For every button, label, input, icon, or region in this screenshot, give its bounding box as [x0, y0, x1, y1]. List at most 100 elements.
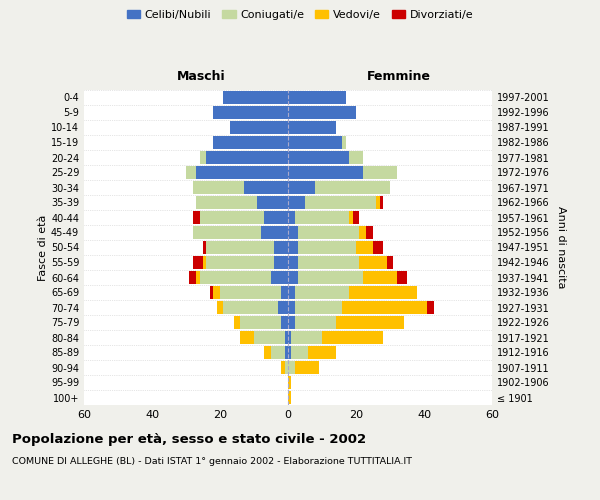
Bar [335, 316, 404, 329]
Bar [274, 241, 288, 254]
Bar [288, 196, 305, 209]
Bar [298, 226, 359, 239]
Bar [241, 331, 254, 344]
Bar [343, 136, 346, 149]
Bar [284, 331, 288, 344]
Text: Femmine: Femmine [367, 70, 431, 82]
Bar [220, 286, 281, 299]
Bar [196, 166, 288, 179]
Bar [217, 301, 223, 314]
Bar [203, 256, 206, 269]
Bar [284, 361, 288, 374]
Bar [288, 136, 343, 149]
Text: Maschi: Maschi [176, 70, 226, 82]
Bar [288, 121, 335, 134]
Bar [193, 256, 203, 269]
Bar [288, 271, 298, 284]
Bar [193, 211, 200, 224]
Bar [261, 226, 288, 239]
Text: COMUNE DI ALLEGHE (BL) - Dati ISTAT 1° gennaio 2002 - Elaborazione TUTTITALIA.IT: COMUNE DI ALLEGHE (BL) - Dati ISTAT 1° g… [12, 458, 412, 466]
Bar [241, 316, 281, 329]
Bar [288, 391, 292, 404]
Bar [196, 196, 257, 209]
Bar [427, 301, 434, 314]
Bar [223, 301, 278, 314]
Bar [295, 301, 343, 314]
Text: Popolazione per età, sesso e stato civile - 2002: Popolazione per età, sesso e stato civil… [12, 432, 366, 446]
Bar [213, 136, 288, 149]
Bar [257, 196, 288, 209]
Bar [295, 361, 319, 374]
Bar [233, 316, 241, 329]
Bar [315, 181, 390, 194]
Bar [288, 166, 363, 179]
Bar [264, 211, 288, 224]
Bar [271, 271, 288, 284]
Bar [359, 226, 366, 239]
Bar [196, 271, 200, 284]
Bar [292, 346, 308, 359]
Bar [288, 256, 298, 269]
Bar [213, 106, 288, 119]
Y-axis label: Anni di nascita: Anni di nascita [556, 206, 566, 288]
Bar [200, 271, 271, 284]
Bar [230, 121, 288, 134]
Bar [288, 241, 298, 254]
Bar [203, 241, 206, 254]
Bar [295, 316, 335, 329]
Bar [281, 361, 284, 374]
Bar [349, 211, 353, 224]
Bar [254, 331, 284, 344]
Legend: Celibi/Nubili, Coniugati/e, Vedovi/e, Divorziati/e: Celibi/Nubili, Coniugati/e, Vedovi/e, Di… [122, 6, 478, 25]
Bar [193, 181, 244, 194]
Bar [244, 181, 288, 194]
Bar [298, 241, 356, 254]
Bar [363, 271, 397, 284]
Bar [288, 376, 292, 389]
Bar [223, 91, 288, 104]
Bar [349, 286, 417, 299]
Bar [193, 226, 261, 239]
Bar [322, 331, 383, 344]
Bar [288, 361, 295, 374]
Bar [288, 151, 349, 164]
Bar [373, 241, 383, 254]
Bar [308, 346, 335, 359]
Bar [295, 211, 349, 224]
Bar [380, 196, 383, 209]
Bar [288, 331, 292, 344]
Bar [298, 256, 359, 269]
Bar [210, 286, 213, 299]
Bar [386, 256, 394, 269]
Bar [288, 181, 315, 194]
Bar [349, 151, 363, 164]
Bar [288, 301, 295, 314]
Bar [284, 346, 288, 359]
Y-axis label: Fasce di età: Fasce di età [38, 214, 48, 280]
Bar [397, 271, 407, 284]
Bar [359, 256, 386, 269]
Bar [288, 286, 295, 299]
Bar [376, 196, 380, 209]
Bar [278, 301, 288, 314]
Bar [356, 241, 373, 254]
Bar [274, 256, 288, 269]
Bar [305, 196, 376, 209]
Bar [343, 301, 427, 314]
Bar [206, 241, 274, 254]
Bar [190, 271, 196, 284]
Bar [281, 316, 288, 329]
Bar [288, 316, 295, 329]
Bar [200, 211, 264, 224]
Bar [298, 271, 363, 284]
Bar [292, 331, 322, 344]
Bar [288, 211, 295, 224]
Bar [295, 286, 349, 299]
Bar [271, 346, 284, 359]
Bar [366, 226, 373, 239]
Bar [288, 226, 298, 239]
Bar [206, 151, 288, 164]
Bar [363, 166, 397, 179]
Bar [213, 286, 220, 299]
Bar [200, 151, 206, 164]
